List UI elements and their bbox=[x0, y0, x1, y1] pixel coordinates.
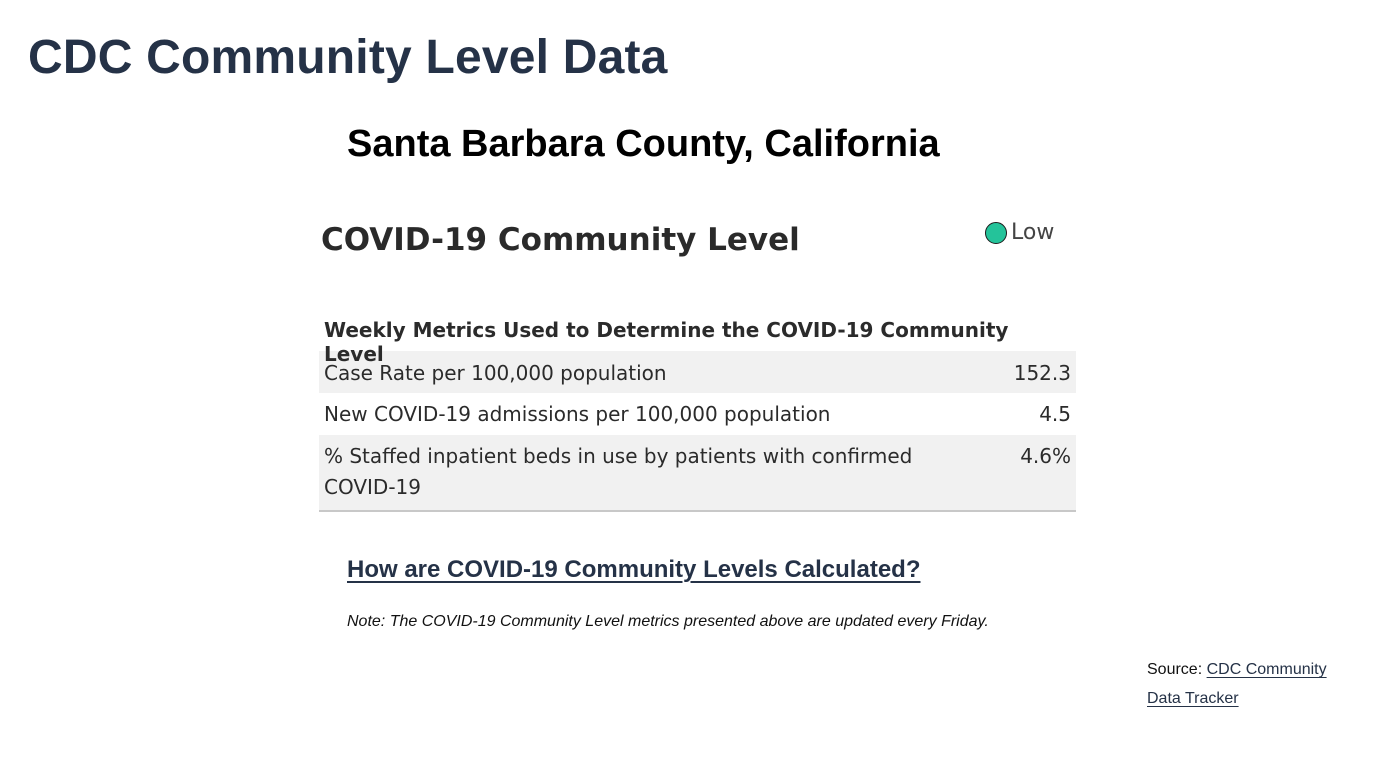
page-title: CDC Community Level Data bbox=[28, 31, 668, 84]
metric-value: 152.3 bbox=[1013, 361, 1071, 385]
community-level-heading: COVID-19 Community Level bbox=[321, 222, 800, 258]
metric-label: % Staffed inpatient beds in use by patie… bbox=[324, 444, 913, 499]
metrics-table-heading: Weekly Metrics Used to Determine the COV… bbox=[324, 318, 1009, 366]
metrics-table: Weekly Metrics Used to Determine the COV… bbox=[319, 312, 1076, 512]
source-link[interactable]: CDC Community Data Tracker bbox=[1147, 661, 1327, 707]
clipped-text-edge bbox=[530, 300, 730, 306]
community-level-label: Low bbox=[1011, 220, 1055, 245]
calculation-info-link[interactable]: How are COVID-19 Community Levels Calcul… bbox=[347, 556, 921, 583]
metric-label: Case Rate per 100,000 population bbox=[324, 361, 667, 385]
source-prefix: Source: bbox=[1147, 661, 1207, 678]
table-row: Case Rate per 100,000 population 152.3 bbox=[319, 351, 1076, 393]
status-dot-icon bbox=[985, 221, 1007, 244]
table-row: % Staffed inpatient beds in use by patie… bbox=[319, 435, 1076, 510]
table-row: New COVID-19 admissions per 100,000 popu… bbox=[319, 393, 1076, 435]
county-title: Santa Barbara County, California bbox=[347, 123, 940, 165]
community-level-indicator: Low bbox=[985, 220, 1054, 245]
metric-value: 4.6% bbox=[1020, 444, 1071, 468]
update-note: Note: The COVID-19 Community Level metri… bbox=[347, 613, 989, 630]
metric-value: 4.5 bbox=[1039, 402, 1071, 426]
metric-label: New COVID-19 admissions per 100,000 popu… bbox=[324, 402, 831, 426]
source-attribution: Source: CDC Community Data Tracker bbox=[1147, 655, 1347, 713]
table-divider bbox=[319, 510, 1076, 512]
